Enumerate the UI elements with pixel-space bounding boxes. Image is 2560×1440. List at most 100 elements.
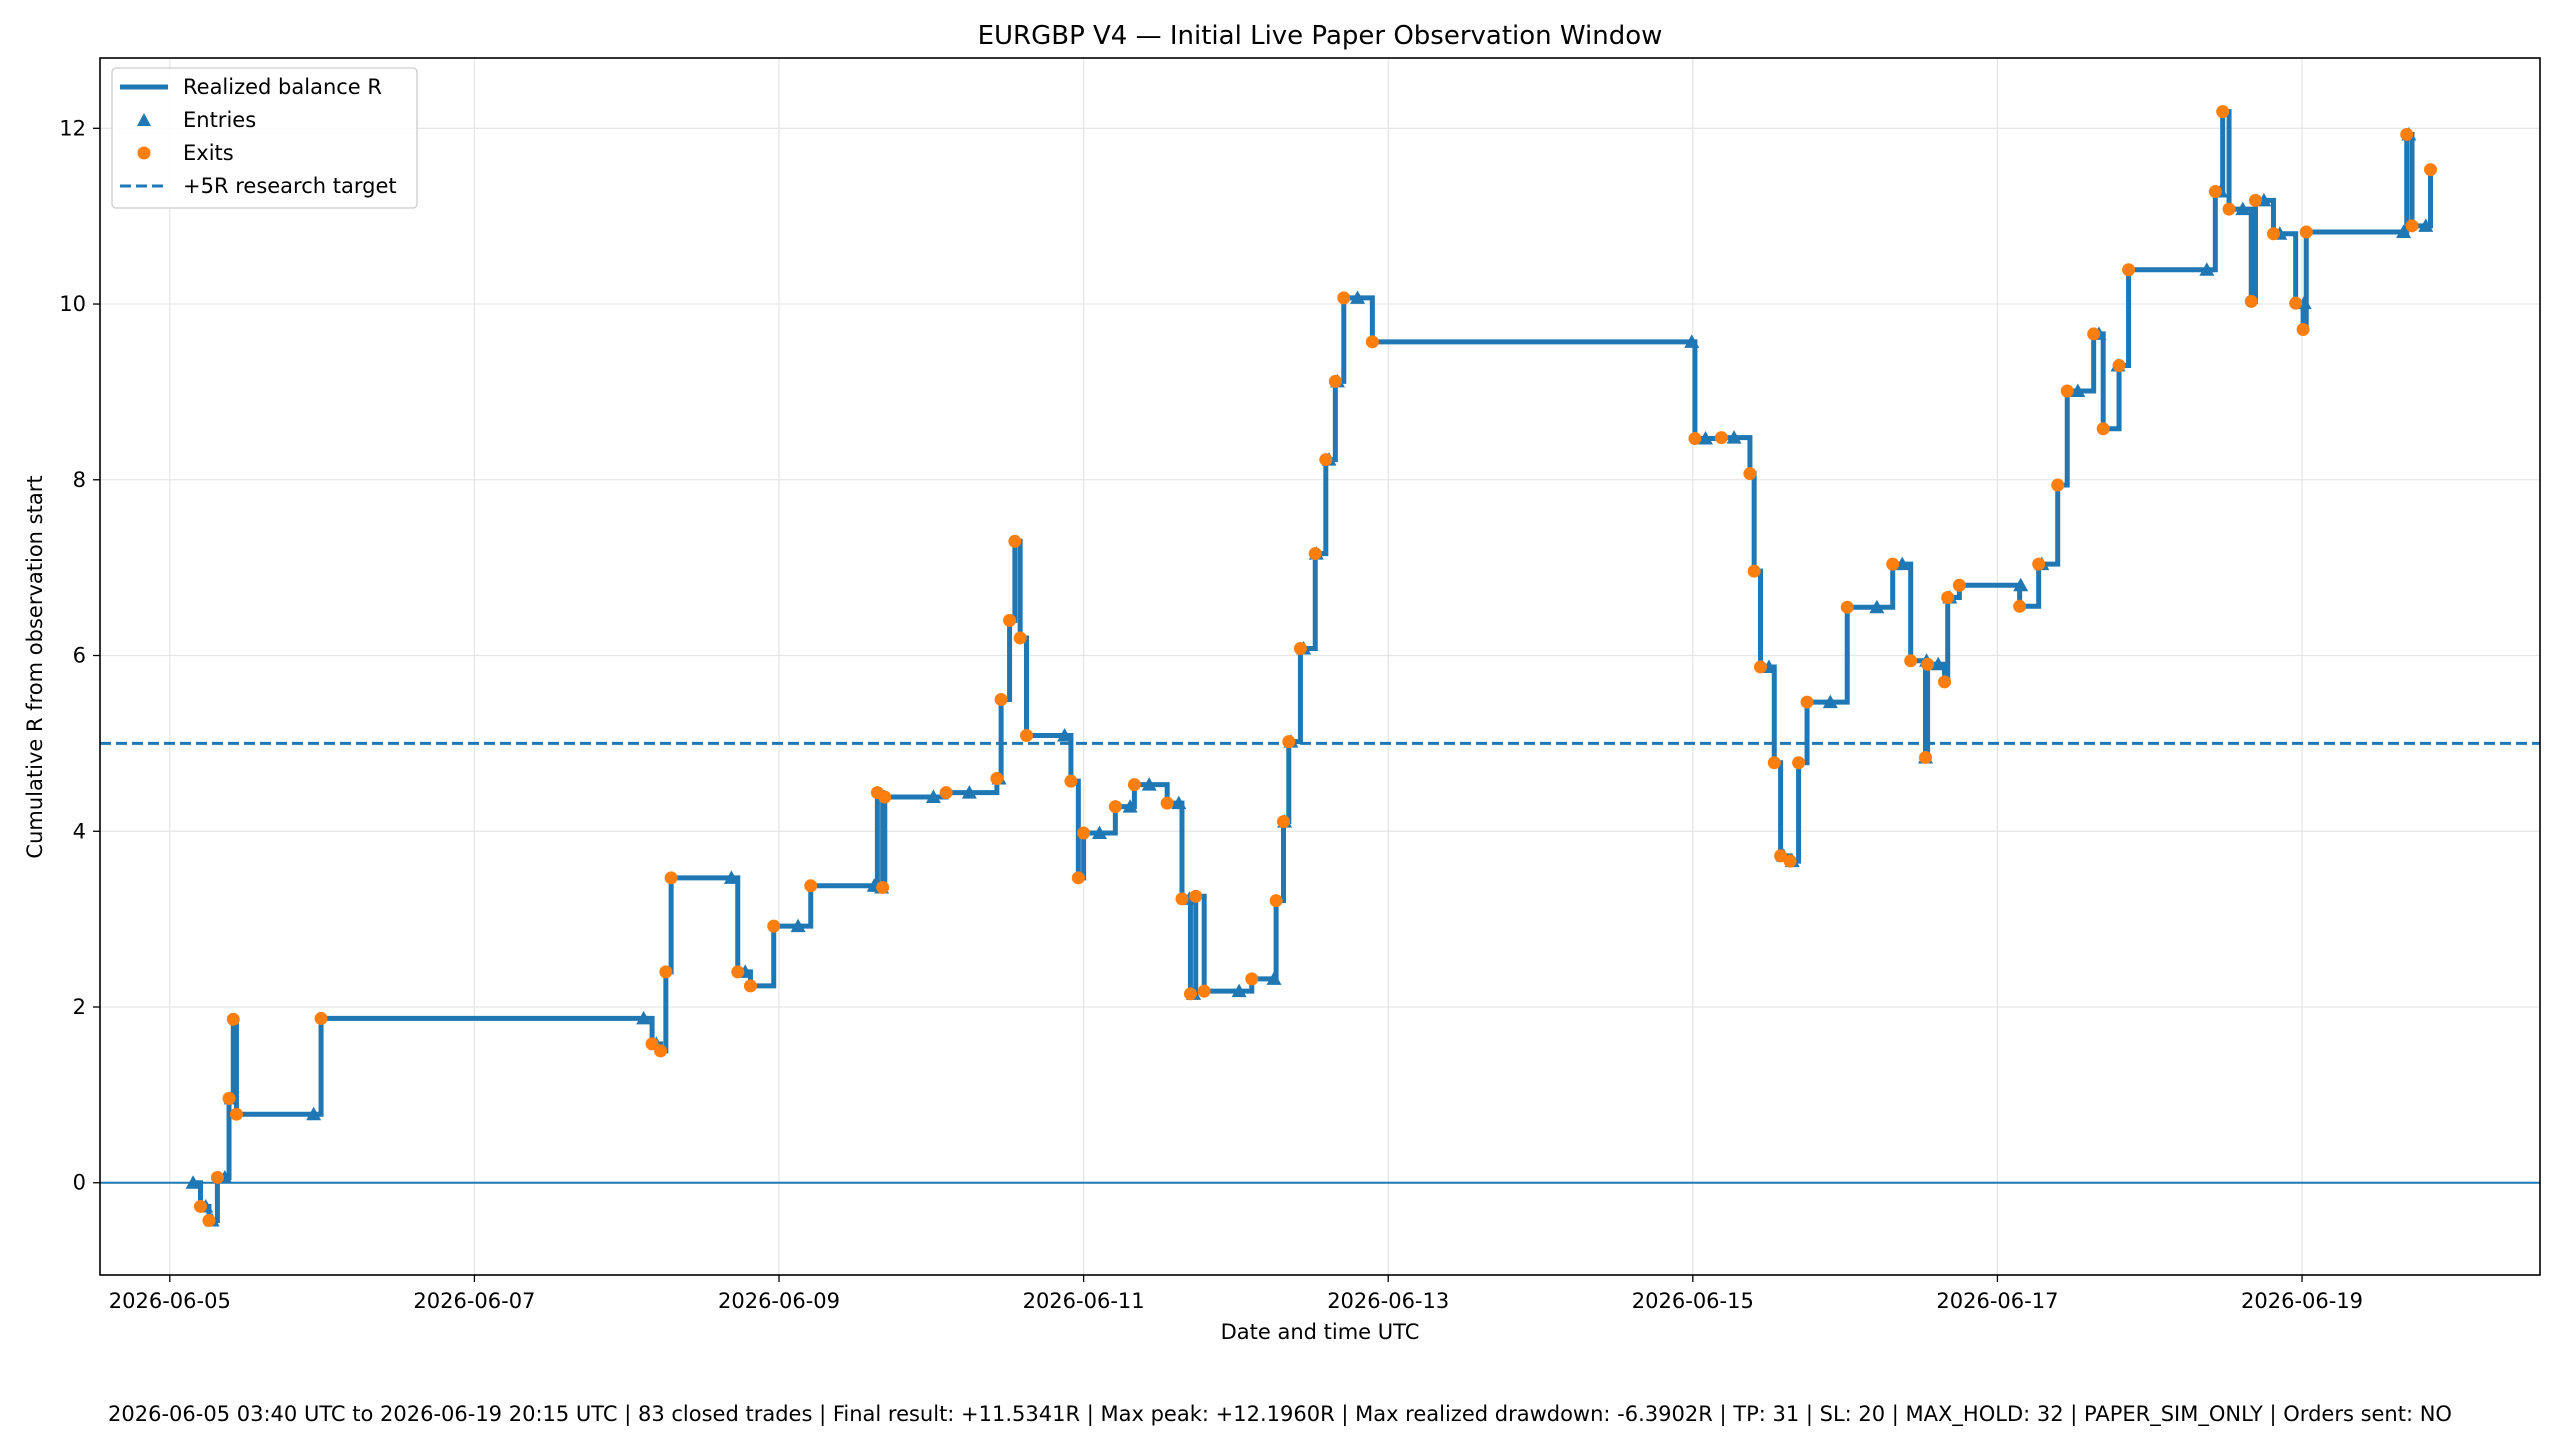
exit-marker: [767, 919, 781, 933]
exit-marker: [1754, 660, 1768, 674]
plot-lines: [100, 109, 2540, 1224]
exit-marker: [1921, 657, 1935, 671]
exit-marker: [1714, 431, 1728, 445]
x-tick-label: 2026-06-15: [1632, 1289, 1754, 1313]
legend-label: Exits: [183, 141, 234, 165]
exit-marker: [1197, 984, 1211, 998]
exit-marker: [2087, 327, 2101, 341]
exit-marker: [2296, 323, 2310, 337]
exit-marker: [1792, 756, 1806, 770]
entry-marker: [1122, 799, 1138, 813]
legend-circle-swatch: [137, 146, 151, 160]
x-tick-label: 2026-06-11: [1023, 1289, 1145, 1313]
x-tick-label: 2026-06-17: [1936, 1289, 2058, 1313]
entry-marker: [1684, 334, 1700, 348]
exit-marker: [1282, 735, 1296, 749]
entry-marker: [723, 870, 739, 884]
exit-marker: [939, 786, 953, 800]
y-tick-label: 10: [59, 292, 86, 316]
exit-marker: [2424, 163, 2438, 177]
exit-marker: [1319, 453, 1333, 467]
exit-marker: [2400, 127, 2414, 141]
y-tick-label: 8: [73, 468, 86, 492]
exit-marker: [1328, 374, 1342, 388]
exit-marker: [1189, 889, 1203, 903]
exit-marker: [1365, 335, 1379, 349]
entry-marker: [1171, 795, 1187, 810]
exit-marker: [1013, 631, 1027, 645]
exit-marker: [1245, 972, 1259, 986]
x-axis-label: Date and time UTC: [1221, 1320, 1420, 1344]
legend-label: Realized balance R: [183, 75, 382, 99]
exit-marker: [226, 1012, 240, 1026]
exit-marker: [1904, 654, 1918, 668]
entry-marker: [2070, 383, 2086, 398]
exit-marker: [1952, 578, 1966, 592]
plot-grid: [100, 58, 2540, 1275]
entry-marker: [961, 785, 977, 799]
exit-marker: [193, 1199, 207, 1213]
exit-marker: [2032, 557, 2046, 571]
entry-marker: [925, 789, 941, 803]
exit-marker: [1774, 849, 1788, 863]
legend-label: +5R research target: [183, 174, 397, 198]
entry-marker: [2235, 201, 2251, 216]
exit-marker: [1020, 728, 1034, 742]
y-tick-label: 2: [73, 995, 86, 1019]
exit-marker: [1840, 600, 1854, 614]
exit-marker: [1337, 291, 1351, 305]
exit-marker: [994, 692, 1008, 706]
y-tick-label: 6: [73, 644, 86, 668]
exit-marker: [1077, 826, 1091, 840]
entry-marker: [185, 1175, 201, 1189]
exit-marker: [2208, 185, 2222, 199]
entry-marker: [1091, 825, 1107, 840]
entry-marker: [636, 1010, 652, 1025]
exit-marker: [804, 879, 818, 893]
exit-marker: [743, 979, 757, 993]
exit-marker: [1743, 467, 1757, 481]
exit-marker: [2013, 599, 2027, 613]
exit-marker: [1767, 756, 1781, 770]
exit-marker: [1071, 871, 1085, 885]
exit-marker: [2216, 105, 2230, 119]
exit-marker: [1783, 854, 1797, 868]
exit-marker: [990, 772, 1004, 786]
plot-frame: [99, 57, 2541, 1276]
entry-marker: [1141, 777, 1157, 791]
exit-marker: [2222, 202, 2236, 216]
plot-markers: [185, 105, 2438, 1228]
exit-marker: [210, 1170, 224, 1184]
exit-marker: [1800, 695, 1814, 709]
entry-marker: [1869, 599, 1885, 614]
exit-marker: [1308, 547, 1322, 561]
exit-marker: [1886, 557, 1900, 571]
exit-marker: [202, 1214, 216, 1228]
entry-marker: [2396, 224, 2412, 238]
exit-marker: [654, 1044, 668, 1058]
exit-marker: [222, 1091, 236, 1105]
entry-marker: [2013, 577, 2029, 592]
entry-marker: [1930, 656, 1946, 671]
exit-marker: [2060, 384, 2074, 398]
entry-marker: [1350, 290, 1366, 304]
x-tick-label: 2026-06-13: [1327, 1289, 1449, 1313]
exit-marker: [664, 871, 678, 885]
entry-marker: [1726, 430, 1742, 444]
exit-marker: [229, 1107, 243, 1121]
plot-axes: 2026-06-05 2026-06-07 2026-06-09 2026-06-11…: [59, 57, 2541, 1313]
x-tick-label: 2026-06-07: [413, 1289, 535, 1313]
exit-marker: [1183, 987, 1197, 1001]
x-tick-label: 2026-06-19: [2241, 1289, 2363, 1313]
entry-marker: [1266, 971, 1282, 985]
y-tick-label: 4: [73, 819, 86, 843]
exit-marker: [2122, 263, 2136, 277]
exit-marker: [2096, 422, 2110, 436]
chart-title: EURGBP V4 — Initial Live Paper Observati…: [978, 21, 1663, 51]
entry-marker: [1822, 694, 1838, 709]
exit-marker: [314, 1011, 328, 1025]
exit-marker: [2266, 227, 2280, 241]
exit-marker: [1919, 750, 1933, 764]
exit-marker: [2299, 225, 2313, 239]
